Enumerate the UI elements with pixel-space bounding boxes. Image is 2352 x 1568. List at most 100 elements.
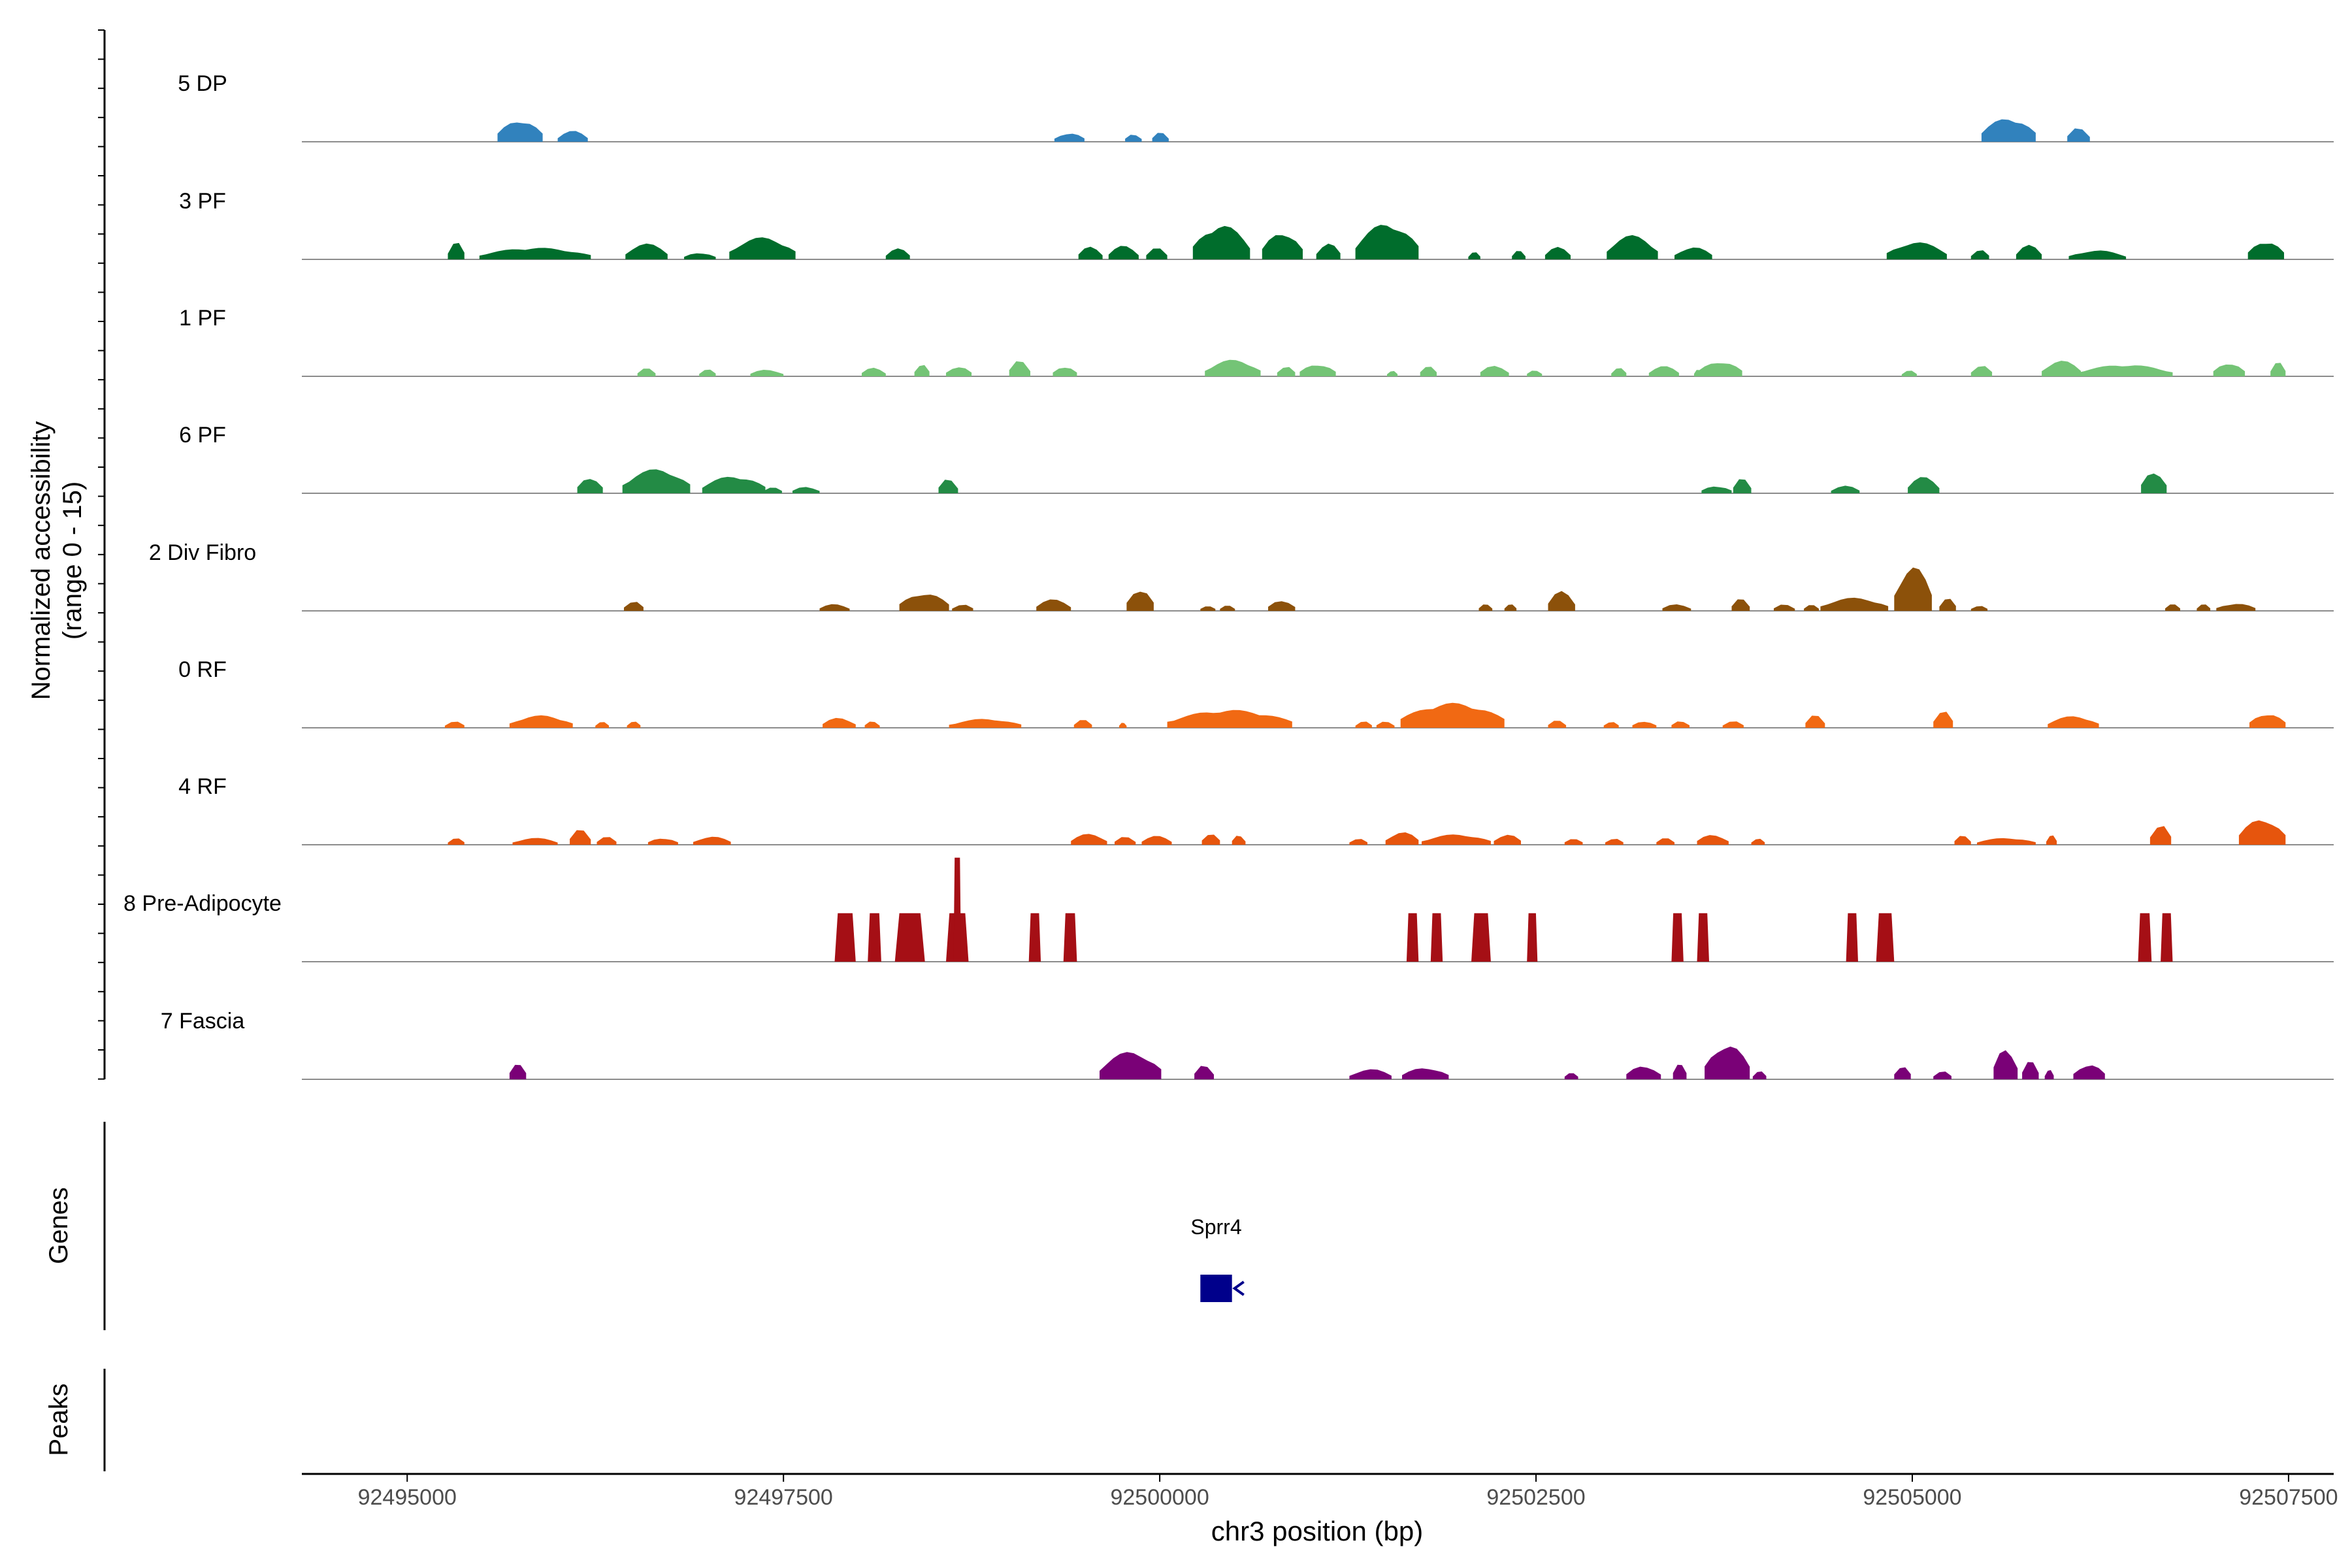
coverage-peak — [1402, 1068, 1449, 1079]
coverage-peak — [1355, 721, 1372, 728]
coverage-peak — [1512, 251, 1526, 259]
coverage-peak — [1478, 604, 1493, 611]
coverage-peak — [1108, 246, 1139, 259]
coverage-peak — [1820, 597, 1889, 611]
coverage-peak — [624, 602, 644, 611]
coverage-peak — [1152, 133, 1169, 142]
coverage-peak — [764, 487, 782, 493]
coverage-peak — [479, 248, 591, 259]
coverage-peak — [819, 604, 850, 611]
coverage-peak — [1200, 606, 1216, 611]
peaks-axis-label: Peaks — [44, 1383, 73, 1456]
coverage-peak — [2078, 365, 2173, 376]
track-label: 1 PF — [179, 306, 226, 331]
coverage-peak — [1053, 367, 1077, 376]
coverage-peak — [637, 368, 656, 376]
track-5-dp: 5 DP — [178, 71, 2334, 142]
coverage-peak — [1220, 606, 1235, 611]
x-tick-label: 92507500 — [2239, 1485, 2338, 1510]
track-label: 2 Div Fibro — [149, 540, 256, 565]
coverage-peak — [1731, 599, 1750, 611]
track-1-pf: 1 PF — [179, 306, 2334, 377]
coverage-peak — [693, 836, 731, 845]
coverage-peak — [497, 122, 543, 142]
coverage-peak — [1751, 838, 1765, 845]
coverage-peak — [1078, 246, 1103, 259]
coverage-peak — [1662, 604, 1691, 611]
coverage-peak — [1141, 836, 1172, 845]
coverage-peak — [834, 913, 856, 962]
coverage-peak — [448, 242, 465, 259]
coverage-peak — [1605, 839, 1624, 845]
coverage-peak — [1316, 243, 1341, 259]
coverage-peak — [625, 243, 668, 259]
coverage-peak — [1480, 366, 1509, 376]
coverage-peak — [1268, 601, 1296, 611]
coverage-peak — [864, 721, 880, 728]
x-axis-title: chr3 position (bp) — [1211, 1516, 1424, 1546]
coverage-peak — [1933, 1071, 1952, 1079]
coverage-peak — [1876, 913, 1895, 962]
coverage-y-ticks — [98, 29, 105, 1080]
coverage-peak — [1831, 485, 1860, 493]
track-6-pf: 6 PF — [179, 423, 2334, 494]
coverage-peak — [2141, 473, 2167, 493]
coverage-peak — [557, 131, 588, 142]
coverage-peak — [1673, 1064, 1687, 1079]
coverage-peak — [1349, 1069, 1392, 1079]
coverage-peak — [2165, 604, 2180, 611]
coverage-peak — [1009, 361, 1030, 376]
coverage-peak — [1194, 1066, 1214, 1079]
coverage-peak — [894, 913, 925, 962]
coverage-peak — [792, 487, 820, 493]
coverage-peak — [1387, 370, 1398, 376]
coverage-peak — [509, 715, 573, 728]
coverage-peak — [1698, 363, 1742, 376]
coverage-peak — [1954, 836, 1971, 845]
coverage-peak — [1126, 591, 1154, 611]
track-label: 5 DP — [178, 71, 227, 96]
coverage-peak — [729, 237, 796, 259]
track-label: 8 Pre-Adipocyte — [123, 891, 282, 916]
coverage-peak — [1970, 606, 1988, 611]
coverage-peak — [2048, 716, 2099, 728]
coverage-peak — [1349, 839, 1367, 845]
track-4-rf: 4 RF — [178, 774, 2334, 845]
gene-label: Sprr4 — [1190, 1215, 1241, 1239]
x-tick-label: 92497500 — [734, 1485, 833, 1510]
coverage-peak — [1146, 248, 1168, 259]
gene-exon — [1200, 1275, 1232, 1302]
coverage-peak — [1504, 604, 1517, 611]
coverage-peak — [1733, 479, 1752, 493]
coverage-peak — [1626, 1066, 1661, 1079]
coverage-peak — [2044, 1070, 2054, 1079]
coverage-peak — [823, 717, 856, 728]
coverage-peak — [953, 857, 961, 962]
y-axis-label-line2: (range 0 - 15) — [58, 482, 87, 640]
coverage-peak — [1886, 242, 1947, 259]
coverage-peak — [509, 1064, 527, 1079]
coverage-peak — [1697, 913, 1709, 962]
coverage-peak — [1701, 486, 1732, 493]
track-3-pf: 3 PF — [179, 189, 2334, 260]
coverage-peak — [1933, 711, 1953, 728]
coverage-peak — [2046, 835, 2057, 845]
coverage-peak — [2270, 363, 2286, 376]
coverage-peak — [577, 479, 603, 493]
coverage-peak — [1071, 834, 1107, 845]
coverage-peak — [1901, 370, 1917, 376]
coverage-peak — [899, 595, 949, 611]
coverage-peak — [684, 253, 716, 259]
coverage-peak — [1167, 710, 1292, 728]
track-label: 3 PF — [179, 189, 226, 214]
coverage-peak — [2249, 715, 2286, 728]
track-0-rf: 0 RF — [178, 657, 2334, 728]
genes-axis-label: Genes — [44, 1187, 73, 1264]
coverage-peak — [1406, 913, 1419, 962]
coverage-peak — [570, 830, 591, 845]
coverage-peak — [1970, 250, 1989, 259]
coverage-peak — [1494, 834, 1521, 845]
coverage-peak — [1544, 246, 1571, 259]
coverage-peak — [2216, 604, 2256, 611]
coverage-peak — [1611, 368, 1627, 376]
